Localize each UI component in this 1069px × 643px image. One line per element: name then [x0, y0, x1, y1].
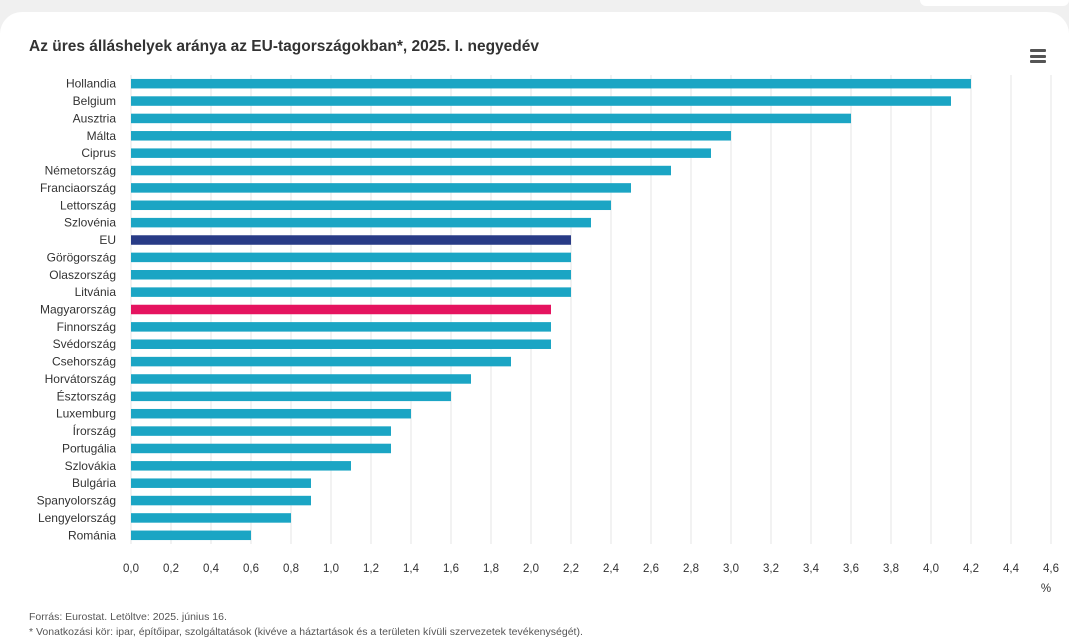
footer-note: * Vonatkozási kör: ipar, építőipar, szol… [29, 626, 583, 638]
bar [131, 200, 611, 211]
footer-source: Forrás: Eurostat. Letöltve: 2025. június… [29, 611, 227, 623]
category-label: Szlovákia [65, 459, 117, 473]
x-tick-label: 2,6 [643, 563, 659, 575]
category-label: Spanyolország [37, 494, 116, 508]
category-label: Románia [68, 528, 116, 542]
bar [131, 148, 711, 158]
category-label: Írország [73, 423, 116, 438]
category-label: Lettország [60, 198, 116, 212]
category-label: Olaszország [49, 268, 116, 282]
category-label: Hollandia [66, 77, 116, 91]
bar [131, 513, 291, 523]
category-label: Litvánia [75, 285, 117, 299]
bar [131, 270, 571, 280]
x-tick-label: 0,0 [123, 563, 139, 575]
category-label: Csehország [52, 355, 116, 369]
x-tick-label: 1,0 [323, 563, 339, 575]
x-tick-label: 0,2 [163, 563, 179, 575]
x-tick-label: 3,0 [723, 563, 739, 575]
x-tick-label: 1,2 [363, 563, 379, 575]
bar [131, 287, 571, 297]
x-tick-label: 3,6 [843, 563, 859, 575]
bar [131, 78, 971, 89]
x-tick-label: 0,6 [243, 563, 259, 575]
x-tick-label: 1,8 [483, 563, 499, 575]
category-label: Ciprus [81, 146, 116, 160]
category-label: Málta [87, 129, 117, 143]
category-label: Bulgária [72, 476, 116, 490]
category-label: Horvátország [45, 372, 116, 386]
x-tick-label: 0,8 [283, 563, 299, 575]
category-label: Lengyelország [38, 511, 116, 525]
bar [131, 408, 411, 419]
bar [131, 252, 571, 263]
bar [131, 374, 471, 384]
x-tick-label: 1,6 [443, 563, 459, 575]
category-label: Görögország [47, 250, 116, 264]
bar [131, 391, 451, 402]
x-tick-label: 1,4 [403, 563, 420, 575]
x-tick-label: 2,8 [683, 563, 699, 575]
category-label: Szlovénia [64, 216, 116, 230]
category-label: Franciaország [40, 181, 116, 195]
category-label: Németország [45, 164, 116, 178]
bar [131, 495, 311, 506]
category-label: Észtország [57, 388, 116, 403]
category-label: Belgium [73, 94, 116, 108]
x-axis-label: % [1041, 583, 1051, 595]
bar [131, 96, 951, 106]
bar [131, 530, 251, 541]
bar [131, 304, 551, 315]
x-tick-label: 3,4 [803, 563, 820, 575]
bar [131, 443, 391, 454]
chart-title: Az üres álláshelyek aránya az EU-tagorsz… [29, 38, 540, 55]
bar [131, 322, 551, 332]
x-tick-label: 2,4 [603, 563, 620, 575]
bar [131, 183, 631, 193]
x-tick-label: 2,2 [563, 563, 579, 575]
bar [131, 217, 591, 228]
category-label: Finnország [57, 320, 116, 334]
category-label: Ausztria [73, 111, 117, 125]
bar [131, 113, 851, 124]
category-label: Magyarország [40, 302, 116, 316]
x-tick-label: 0,4 [203, 563, 220, 575]
category-label: Portugália [62, 441, 116, 455]
bar [131, 235, 571, 245]
x-tick-label: 3,8 [883, 563, 899, 575]
x-tick-label: 3,2 [763, 563, 779, 575]
x-tick-label: 4,0 [923, 563, 939, 575]
bar [131, 356, 511, 367]
top-card-edge [920, 0, 1069, 6]
bar [131, 339, 551, 349]
bar [131, 461, 351, 471]
category-label: EU [99, 233, 116, 247]
x-tick-label: 2,0 [523, 563, 539, 575]
category-label: Luxemburg [56, 407, 116, 421]
x-tick-label: 4,6 [1043, 563, 1059, 575]
category-label: Svédország [53, 337, 116, 351]
bar [131, 165, 671, 176]
x-tick-label: 4,4 [1003, 563, 1020, 575]
bar [131, 426, 391, 436]
bar [131, 478, 311, 488]
hamburger-menu-icon[interactable] [1027, 46, 1049, 66]
bar [131, 131, 731, 141]
x-tick-label: 4,2 [963, 563, 979, 575]
